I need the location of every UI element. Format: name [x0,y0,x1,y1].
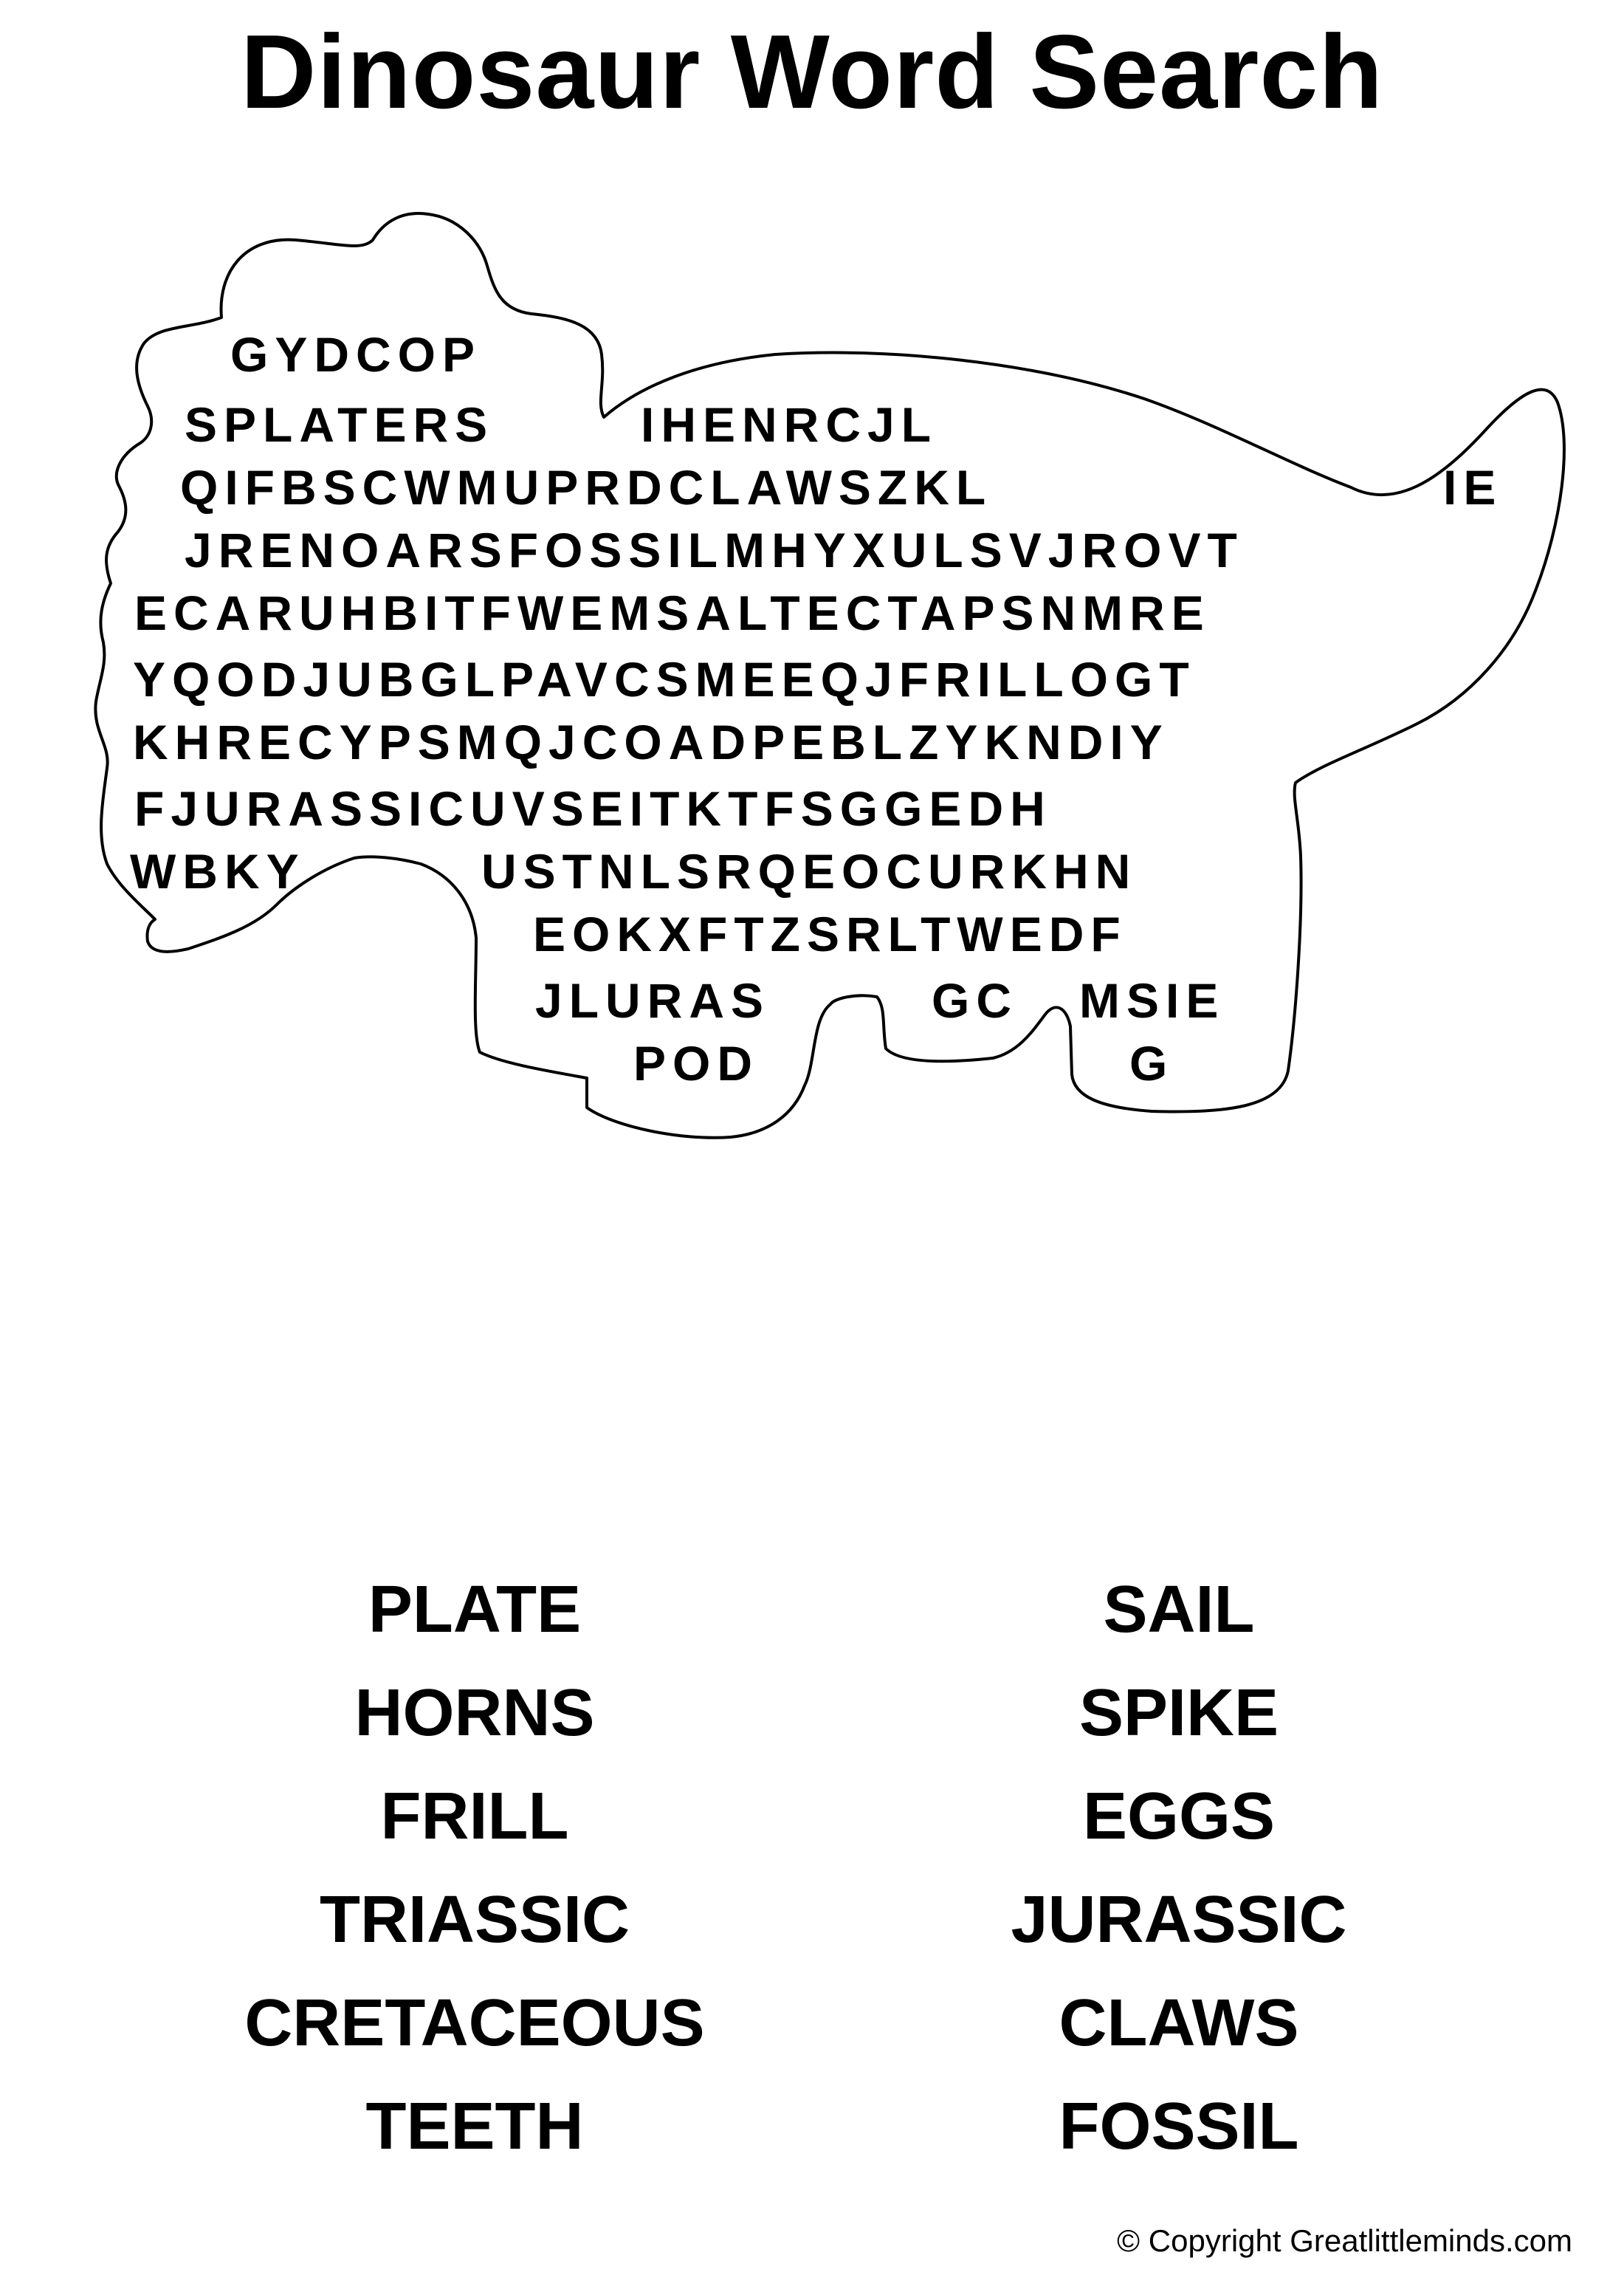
grid-row: GC [932,973,1018,1028]
word-list-item: CLAWS [1059,1986,1299,2060]
word-list-item: TRIASSIC [319,1883,630,1957]
word-list-item: TEETH [365,2090,584,2163]
dinosaur-outline-icon [94,212,1566,1139]
grid-row: USTNLSRQEOCURKHN [481,844,1138,899]
grid-row: IHENRCJL [641,397,938,452]
grid-row: IE [1443,460,1503,515]
grid-row: G [1129,1036,1174,1091]
word-list-item: EGGS [1082,1780,1276,1853]
grid-row: YQODJUBGLPAVCSMEEQJFRILLOGT [133,652,1196,707]
word-list-right: SAIL SPIKE EGGS JURASSIC CLAWS FOSSIL [884,1558,1474,2178]
word-list-left: PLATE HORNS FRILL TRIASSIC CRETACEOUS TE… [179,1558,770,2178]
grid-row: FJURASSICUVSEITKTFSGGEDH [134,781,1052,836]
grid-row: MSIE [1079,973,1225,1028]
copyright-notice: © Copyright Greatlittleminds.com [1117,2223,1572,2258]
grid-row: ECARUHBITFWEMSALTECTAPSNMRE [134,586,1211,640]
grid-row: SPLATERS [185,397,495,452]
grid-row: GYDCOP [230,327,482,382]
page-title: Dinosaur Word Search [240,13,1384,131]
grid-row: WBKY [130,844,306,899]
word-list-item: JURASSIC [1011,1883,1347,1957]
word-search-puzzle: GYDCOP SPLATERS IHENRCJL QIFBSCWMUPRDCLA… [94,212,1566,1139]
word-list-item: HORNS [354,1676,595,1750]
grid-row: JRENOARSFOSSILMHYXULSVJROVT [185,523,1244,577]
word-list-item: FRILL [380,1780,569,1853]
grid-row: JLURAS [535,973,771,1028]
grid-row: POD [633,1036,760,1091]
grid-row: QIFBSCWMUPRDCLAWSZKL [180,460,993,515]
grid-row: KHRECYPSMQJCOADPEBLZYKNDIY [133,715,1169,769]
word-list-item: FOSSIL [1059,2090,1299,2163]
word-list-item: SPIKE [1078,1676,1279,1750]
word-list-item: CRETACEOUS [244,1986,705,2060]
grid-row: EOKXFTZSRLTWEDF [533,907,1127,961]
word-list-item: PLATE [368,1573,582,1647]
word-list-item: SAIL [1103,1573,1255,1647]
